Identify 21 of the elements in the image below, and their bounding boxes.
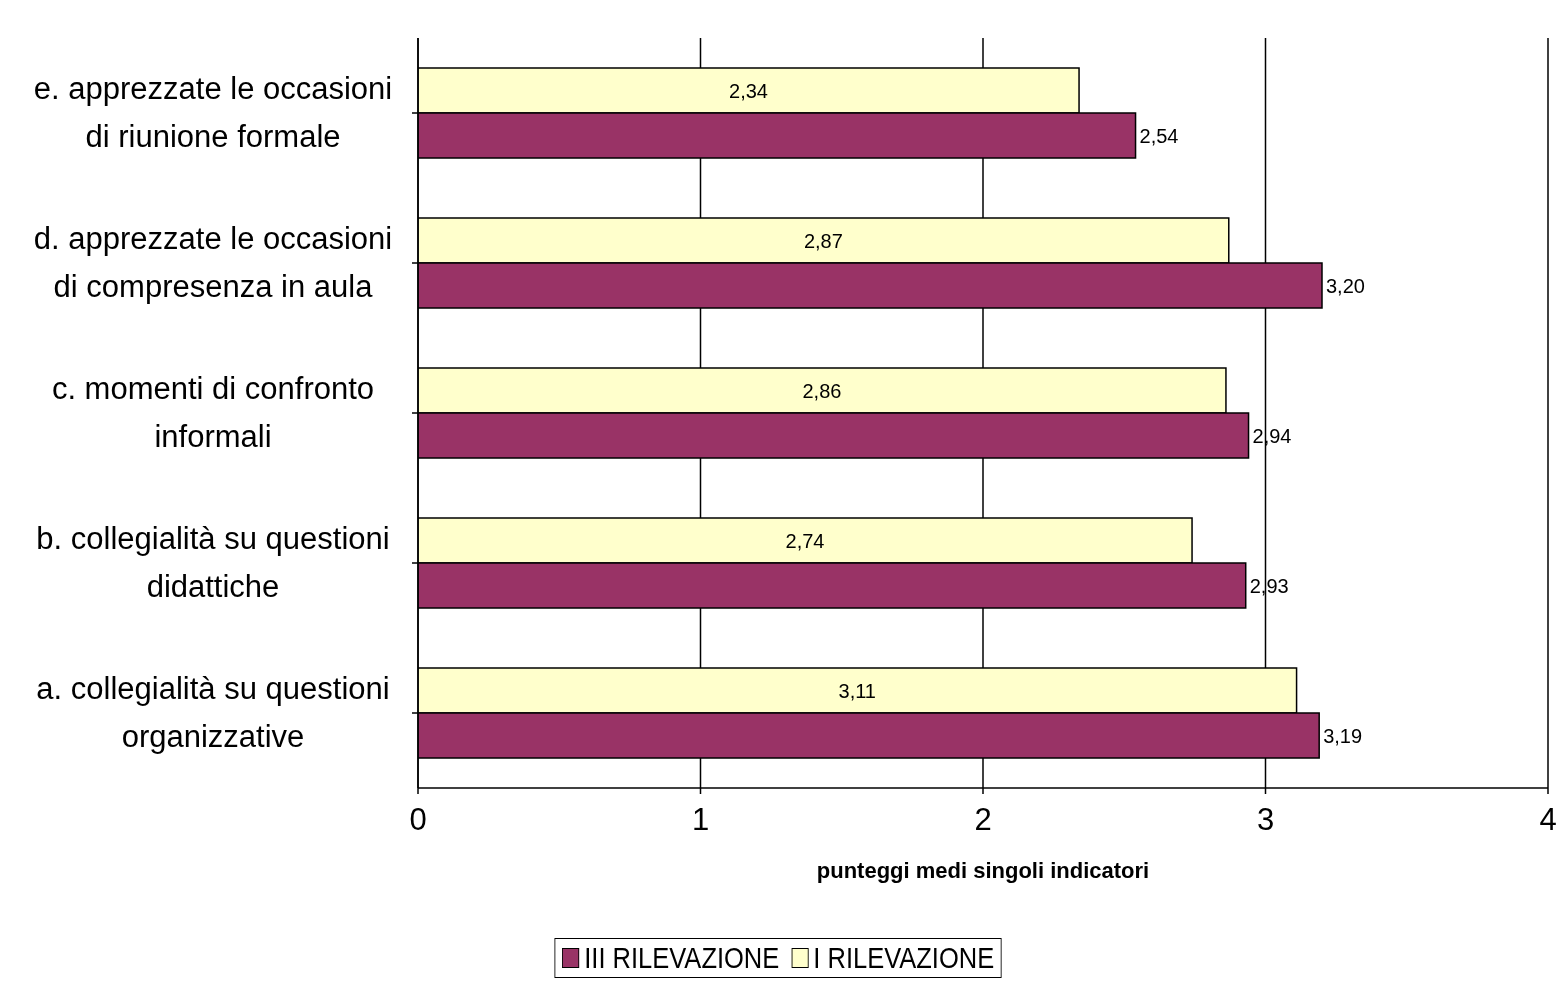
data-label: 2,86 [802, 379, 842, 402]
y-tick-label: a. collegialità su questioni organizzative [36, 671, 390, 754]
x-tick-label: 2 [974, 802, 992, 838]
data-label: 3,19 [1323, 724, 1363, 747]
x-tick-label: 3 [1256, 802, 1275, 838]
data-label: 2,74 [785, 529, 825, 552]
x-axis-title: punteggi medi singoli indicatori [816, 858, 1150, 883]
y-tick-label: b. collegialità su questioni didattiche [36, 521, 390, 604]
x-tick-label: 4 [1539, 802, 1557, 838]
legend-label: I RILEVAZIONE [812, 941, 995, 975]
data-label: 3,11 [838, 679, 877, 702]
data-label: 2,87 [803, 229, 843, 252]
y-tick-label: d. apprezzate le occasioni di compresenza in aula [33, 221, 393, 304]
x-tick-label: 0 [409, 802, 427, 838]
x-tick-label: 1 [691, 802, 710, 838]
data-label: 2,34 [729, 79, 768, 102]
y-tick-label: e. apprezzate le occasioni di riunione formale [33, 71, 393, 154]
data-label: 2,54 [1139, 124, 1179, 147]
y-tick-label: c. momenti di confronto informali [51, 371, 375, 454]
data-label: 3,20 [1326, 274, 1365, 297]
legend-label: III RILEVAZIONE [583, 941, 780, 975]
